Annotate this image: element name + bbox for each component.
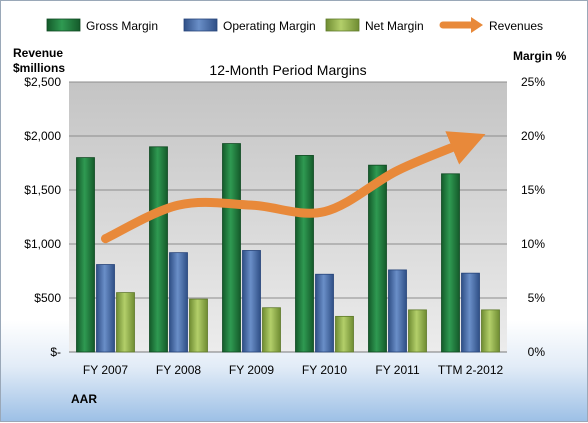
legend-label: Net Margin: [365, 19, 424, 33]
category-label: FY 2010: [302, 363, 347, 377]
revenue-line: [101, 131, 486, 244]
legend-label: Revenues: [489, 19, 543, 33]
category-label: FY 2009: [229, 363, 274, 377]
net-margin-bar: [408, 309, 427, 353]
operating-margin-bar: [461, 272, 480, 353]
right-tick-label: 15%: [521, 183, 545, 197]
gross-margin-bar: [222, 143, 241, 353]
operating-margin-bar: [388, 269, 407, 353]
left-tick-label: $500: [34, 291, 61, 305]
gross-margin-bar: [295, 155, 314, 353]
operating-margin-bar: [242, 250, 261, 353]
net-margin-bar: [116, 292, 135, 353]
category-label: FY 2008: [156, 363, 201, 377]
revenues-line: [101, 131, 486, 244]
bars: [76, 143, 500, 353]
legend-label: Operating Margin: [223, 19, 316, 33]
left-tick-label: $-: [50, 345, 61, 359]
legend: Gross Margin Operating Margin Net Margin Re…: [46, 17, 543, 33]
gridlines: [69, 81, 507, 353]
right-tick-label: 20%: [521, 129, 545, 143]
net-margin-bar: [335, 315, 354, 353]
right-tick-label: 0%: [528, 345, 546, 359]
category-label: FY 2007: [83, 363, 128, 377]
operating-margin-bar: [315, 273, 334, 353]
net-margin-bar: [262, 307, 281, 353]
net-margin-bar: [189, 298, 208, 353]
net-margin-bar: [481, 309, 500, 353]
legend-swatch-net-margin: [325, 18, 360, 32]
operating-margin-bar: [169, 252, 188, 353]
right-axis-ticks: 0% 5% 10% 15% 20% 25%: [521, 75, 545, 359]
left-tick-label: $2,000: [24, 129, 61, 143]
chart-title: 12-Month Period Margins: [209, 62, 366, 78]
right-axis-label: Margin %: [513, 49, 567, 63]
left-axis-label-line1: Revenue: [13, 46, 63, 60]
legend-arrow-icon: [471, 17, 483, 33]
gross-margin-bar: [368, 164, 387, 353]
legend-swatch-operating-margin: [183, 18, 218, 32]
left-tick-label: $1,000: [24, 237, 61, 251]
company-label: AAR: [71, 392, 97, 406]
category-label: FY 2011: [375, 363, 420, 377]
operating-margin-bar: [96, 264, 115, 353]
right-tick-label: 25%: [521, 75, 545, 89]
right-tick-label: 5%: [528, 291, 546, 305]
left-tick-label: $2,500: [24, 75, 61, 89]
legend-swatch-gross-margin: [46, 18, 81, 32]
right-tick-label: 10%: [521, 237, 545, 251]
category-label: TTM 2-2012: [438, 363, 504, 377]
category-labels: FY 2007 FY 2008 FY 2009 FY 2010 FY 2011 TTM 2…: [83, 363, 504, 377]
legend-label: Gross Margin: [86, 19, 158, 33]
gross-margin-bar: [76, 157, 95, 353]
left-tick-label: $1,500: [24, 183, 61, 197]
gross-margin-bar: [441, 173, 460, 353]
left-axis-label-line2: $millions: [13, 61, 65, 75]
left-axis-ticks: $- $500 $1,000 $1,500 $2,000 $2,500: [24, 75, 61, 359]
gross-margin-bar: [149, 146, 168, 353]
